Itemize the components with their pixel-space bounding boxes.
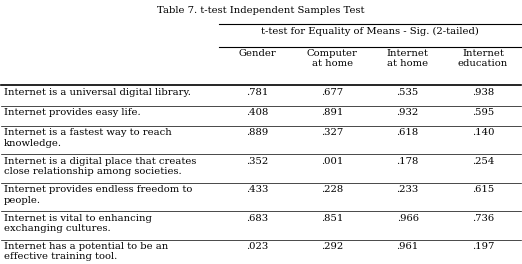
Text: .618: .618 (397, 128, 419, 137)
Text: .233: .233 (397, 185, 419, 194)
Text: .408: .408 (246, 108, 268, 117)
Text: .683: .683 (246, 214, 268, 223)
Text: Internet provides easy life.: Internet provides easy life. (4, 108, 140, 117)
Text: Internet is a digital place that creates
close relationship among societies.: Internet is a digital place that creates… (4, 157, 196, 176)
Text: .197: .197 (472, 242, 494, 251)
Text: Internet is a fastest way to reach
knowledge.: Internet is a fastest way to reach knowl… (4, 128, 172, 148)
Text: .851: .851 (321, 214, 343, 223)
Text: .889: .889 (246, 128, 268, 137)
Text: .677: .677 (322, 88, 343, 97)
Text: .178: .178 (397, 157, 419, 166)
Text: t-test for Equality of Means - Sig. (2-tailed): t-test for Equality of Means - Sig. (2-t… (261, 27, 479, 36)
Text: .433: .433 (246, 185, 268, 194)
Text: .535: .535 (397, 88, 419, 97)
Text: Internet has a potential to be an
effective training tool.: Internet has a potential to be an effect… (4, 242, 168, 261)
Text: .140: .140 (472, 128, 494, 137)
Text: Internet
at home: Internet at home (387, 49, 429, 68)
Text: Gender: Gender (238, 49, 276, 58)
Text: .254: .254 (472, 157, 494, 166)
Text: .292: .292 (321, 242, 343, 251)
Text: .938: .938 (472, 88, 494, 97)
Text: Internet is a universal digital library.: Internet is a universal digital library. (4, 88, 191, 97)
Text: .001: .001 (321, 157, 343, 166)
Text: .961: .961 (397, 242, 419, 251)
Text: .615: .615 (472, 185, 494, 194)
Text: .228: .228 (321, 185, 343, 194)
Text: .736: .736 (472, 214, 494, 223)
Text: .932: .932 (397, 108, 419, 117)
Text: .595: .595 (472, 108, 494, 117)
Text: .023: .023 (246, 242, 268, 251)
Text: .352: .352 (246, 157, 268, 166)
Text: .891: .891 (321, 108, 343, 117)
Text: Computer
at home: Computer at home (307, 49, 358, 68)
Text: .966: .966 (397, 214, 419, 223)
Text: Table 7. t-test Independent Samples Test: Table 7. t-test Independent Samples Test (157, 6, 365, 15)
Text: Internet is vital to enhancing
exchanging cultures.: Internet is vital to enhancing exchangin… (4, 214, 152, 233)
Text: .781: .781 (246, 88, 268, 97)
Text: .327: .327 (321, 128, 343, 137)
Text: Internet provides endless freedom to
people.: Internet provides endless freedom to peo… (4, 185, 193, 205)
Text: Internet
education: Internet education (458, 49, 508, 68)
